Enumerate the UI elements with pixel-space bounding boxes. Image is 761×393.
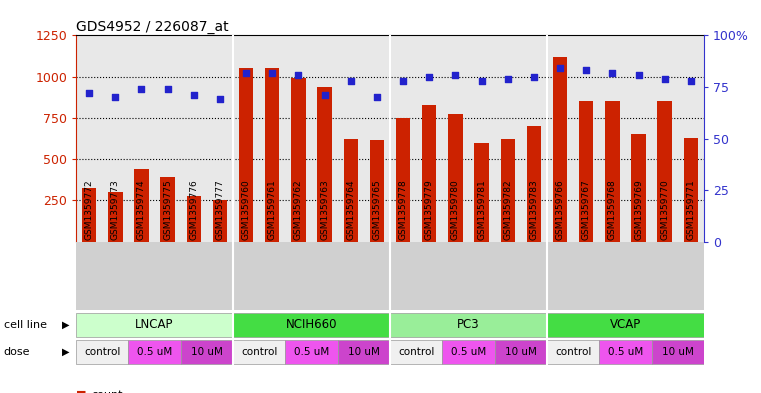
Text: dose: dose (4, 347, 30, 357)
Bar (76, 340, 129, 364)
Text: control: control (241, 347, 278, 357)
Bar (213, 200, 228, 242)
Bar (495, 340, 547, 364)
Point (188, 92, 200, 98)
Point (607, 69, 619, 75)
Bar (285, 340, 338, 364)
Point (161, 86, 174, 92)
Point (240, 69, 252, 75)
Bar (343, 138, 358, 242)
Text: 10 uM: 10 uM (505, 347, 537, 357)
Point (632, 72, 645, 78)
Text: 10 uM: 10 uM (662, 347, 694, 357)
Text: ▶: ▶ (62, 347, 70, 357)
Point (135, 86, 148, 92)
Text: cell line: cell line (4, 320, 47, 330)
Point (580, 67, 592, 73)
Bar (233, 340, 285, 364)
Bar (683, 138, 698, 242)
Bar (501, 138, 515, 242)
Bar (390, 312, 547, 337)
Bar (134, 169, 148, 242)
Text: control: control (555, 347, 591, 357)
Bar (129, 340, 181, 364)
Bar (82, 188, 97, 242)
Bar (658, 101, 672, 242)
Bar (390, 340, 442, 364)
Bar (552, 57, 567, 242)
Bar (547, 312, 704, 337)
Bar (632, 134, 646, 242)
Bar (76, 312, 233, 337)
Point (528, 73, 540, 80)
Bar (239, 68, 253, 242)
Text: 0.5 uM: 0.5 uM (608, 347, 643, 357)
Point (266, 69, 279, 75)
Point (319, 92, 331, 98)
Point (83, 90, 95, 96)
Bar (161, 177, 175, 242)
Text: VCAP: VCAP (610, 318, 641, 331)
Bar (370, 140, 384, 242)
Point (501, 75, 514, 82)
Text: count: count (91, 390, 123, 393)
Bar (474, 143, 489, 242)
Text: ■: ■ (76, 390, 87, 393)
Text: 10 uM: 10 uM (348, 347, 380, 357)
Text: NCIH660: NCIH660 (286, 318, 337, 331)
Point (292, 72, 304, 78)
Bar (579, 101, 594, 242)
Bar (265, 68, 279, 242)
Bar (448, 114, 463, 242)
Bar (181, 340, 233, 364)
Text: 0.5 uM: 0.5 uM (137, 347, 172, 357)
Bar (233, 312, 390, 337)
Bar (108, 192, 123, 242)
Text: PC3: PC3 (457, 318, 479, 331)
Point (476, 77, 488, 84)
Point (371, 94, 383, 100)
Point (110, 94, 122, 100)
Bar (600, 340, 651, 364)
Bar (291, 78, 306, 242)
Point (397, 77, 409, 84)
Bar (527, 126, 541, 242)
Point (685, 77, 697, 84)
Bar (422, 105, 437, 242)
Bar (186, 196, 201, 242)
Bar (442, 340, 495, 364)
Point (449, 72, 461, 78)
Bar (605, 101, 619, 242)
Text: 10 uM: 10 uM (191, 347, 223, 357)
Point (554, 65, 566, 72)
Text: ▶: ▶ (62, 320, 70, 330)
Text: control: control (84, 347, 120, 357)
Bar (338, 340, 390, 364)
Text: 0.5 uM: 0.5 uM (451, 347, 486, 357)
Text: control: control (398, 347, 435, 357)
Text: GDS4952 / 226087_at: GDS4952 / 226087_at (76, 20, 229, 34)
Point (214, 96, 226, 103)
Point (423, 73, 435, 80)
Bar (317, 87, 332, 242)
Bar (396, 118, 410, 242)
Text: 0.5 uM: 0.5 uM (294, 347, 330, 357)
Bar (651, 340, 704, 364)
Bar (547, 340, 600, 364)
Point (345, 77, 357, 84)
Text: LNCAP: LNCAP (135, 318, 174, 331)
Point (658, 75, 670, 82)
